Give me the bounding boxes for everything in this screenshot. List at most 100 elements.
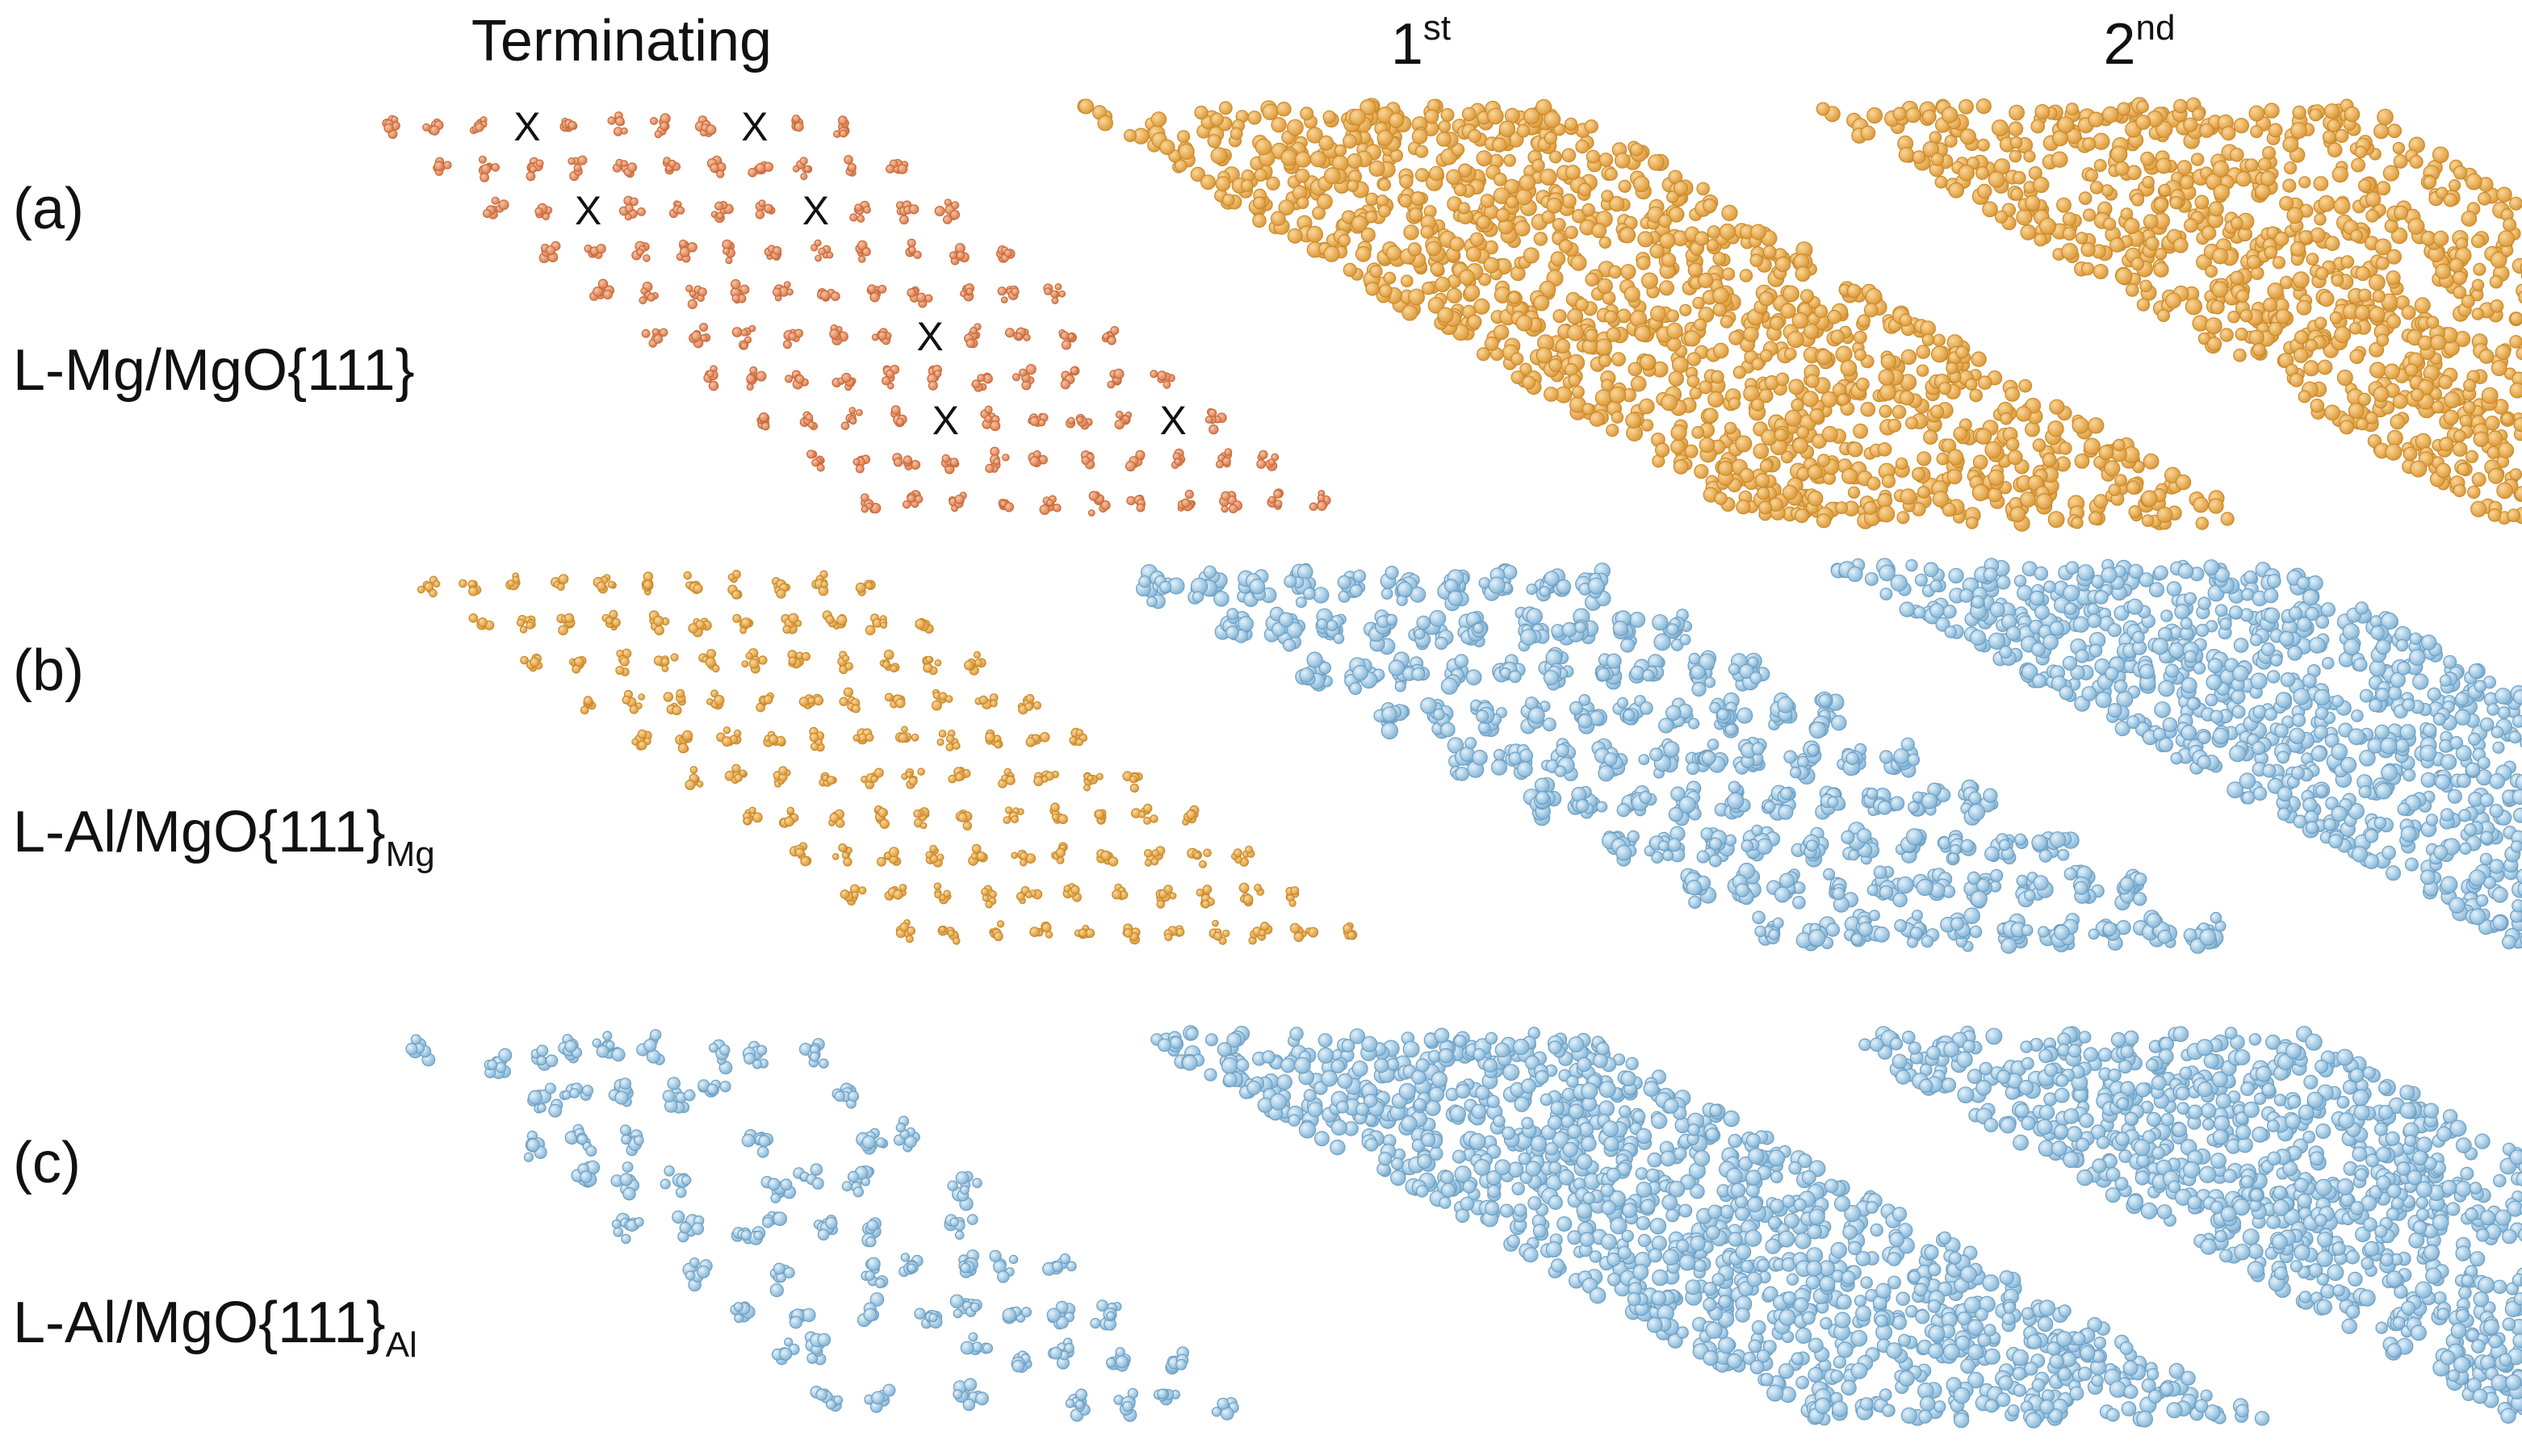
atom bbox=[1794, 508, 1809, 523]
row-c-id: (c) bbox=[13, 1131, 81, 1195]
atom bbox=[731, 590, 741, 600]
atom bbox=[1453, 183, 1468, 197]
atom bbox=[1561, 621, 1577, 638]
atom bbox=[1430, 261, 1444, 276]
atom bbox=[1490, 759, 1508, 776]
atom bbox=[545, 245, 556, 256]
atom bbox=[1827, 796, 1839, 808]
atom bbox=[677, 206, 685, 215]
atom bbox=[1164, 933, 1173, 942]
atom bbox=[672, 705, 682, 716]
vacancy-marker: X bbox=[741, 104, 768, 149]
atom bbox=[1414, 628, 1426, 640]
atom bbox=[2290, 241, 2306, 257]
atom bbox=[1094, 810, 1104, 819]
atom bbox=[855, 408, 863, 416]
atom bbox=[1255, 138, 1272, 156]
atom bbox=[1673, 459, 1689, 475]
atom bbox=[1749, 253, 1763, 267]
atom bbox=[1192, 591, 1204, 603]
atom bbox=[1809, 721, 1827, 739]
atom bbox=[2272, 256, 2285, 270]
atom bbox=[2319, 291, 2335, 308]
atom bbox=[480, 172, 489, 182]
atom bbox=[801, 651, 811, 661]
atom bbox=[857, 255, 866, 263]
atom bbox=[1930, 404, 1945, 419]
atom bbox=[1847, 486, 1861, 499]
atom bbox=[2501, 412, 2514, 425]
atom bbox=[1955, 345, 1969, 359]
atom bbox=[1238, 882, 1250, 893]
atom bbox=[920, 822, 928, 830]
atom bbox=[1923, 429, 1938, 445]
atom bbox=[1150, 814, 1158, 823]
atom bbox=[1688, 652, 1701, 665]
atom bbox=[2309, 108, 2323, 122]
atom bbox=[1581, 403, 1594, 416]
atom bbox=[1722, 267, 1736, 281]
atom bbox=[896, 417, 904, 426]
atom bbox=[2233, 118, 2249, 134]
atom bbox=[989, 890, 997, 898]
atom bbox=[1783, 750, 1797, 764]
atom bbox=[2373, 386, 2390, 403]
atom bbox=[1757, 487, 1770, 500]
atom bbox=[907, 245, 916, 254]
atom bbox=[1968, 791, 1982, 805]
atom bbox=[2414, 297, 2431, 314]
atom bbox=[2439, 437, 2454, 452]
atom bbox=[2409, 155, 2424, 169]
atom bbox=[1658, 718, 1674, 734]
atom bbox=[2336, 370, 2353, 387]
atom bbox=[2324, 103, 2340, 119]
atom bbox=[1403, 224, 1419, 241]
atom bbox=[861, 505, 869, 513]
atom bbox=[1791, 312, 1809, 329]
atom bbox=[1907, 801, 1920, 814]
atom bbox=[1150, 111, 1167, 128]
atom bbox=[1025, 891, 1033, 899]
atom bbox=[2246, 254, 2261, 270]
atom bbox=[755, 162, 766, 174]
atom bbox=[1385, 245, 1401, 261]
atom bbox=[1114, 419, 1125, 430]
atom bbox=[1591, 223, 1607, 239]
atom bbox=[1151, 849, 1160, 857]
atom bbox=[734, 773, 743, 783]
atom bbox=[2190, 153, 2205, 166]
atom bbox=[477, 617, 488, 628]
atom bbox=[659, 328, 668, 337]
atom bbox=[1060, 331, 1070, 341]
atom bbox=[682, 730, 693, 741]
atom bbox=[814, 239, 822, 247]
atom bbox=[2386, 314, 2402, 329]
atom bbox=[1198, 860, 1207, 868]
atom bbox=[1078, 98, 1094, 115]
atom bbox=[1807, 743, 1820, 756]
vacancy-marker: X bbox=[916, 314, 943, 359]
atom bbox=[1476, 709, 1489, 723]
atom bbox=[1890, 796, 1905, 811]
atom bbox=[637, 207, 646, 216]
atom bbox=[984, 414, 993, 423]
atom bbox=[615, 665, 625, 676]
atom bbox=[2123, 218, 2140, 235]
atom bbox=[1577, 182, 1592, 197]
atom bbox=[2335, 128, 2349, 143]
atom bbox=[1896, 511, 1910, 525]
atom bbox=[687, 299, 698, 309]
atom bbox=[1585, 328, 1598, 342]
atom bbox=[2211, 281, 2229, 298]
atom bbox=[878, 331, 887, 341]
atom bbox=[925, 851, 933, 859]
atom bbox=[1639, 398, 1655, 415]
atom bbox=[1863, 303, 1879, 318]
atom bbox=[1780, 303, 1796, 319]
atom bbox=[1306, 225, 1323, 243]
atom bbox=[1947, 449, 1964, 466]
atom bbox=[756, 370, 767, 382]
atom bbox=[2194, 195, 2210, 210]
atom bbox=[853, 734, 861, 742]
atom bbox=[677, 743, 689, 754]
